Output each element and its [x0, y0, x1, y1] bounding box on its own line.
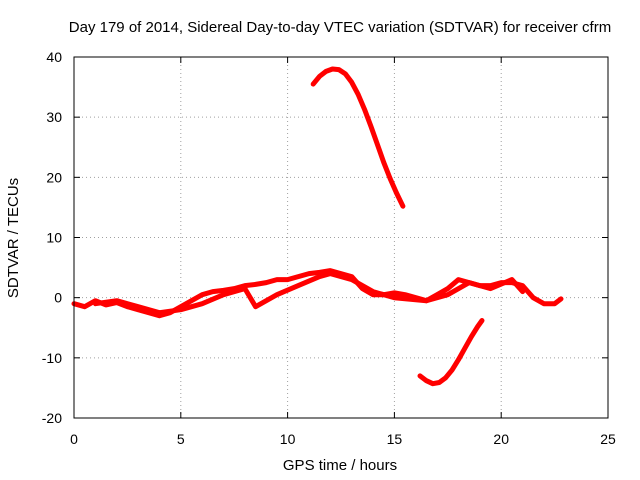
y-axis-label: SDTVAR / TECUs [5, 178, 22, 298]
grid [74, 57, 608, 418]
y-tick-label: 10 [46, 230, 62, 246]
y-tick-label: -20 [42, 410, 62, 426]
axis-ticks: 0 5 10 15 20 25 -20 -10 0 10 20 30 40 [42, 49, 616, 447]
y-tick-label: 40 [46, 49, 62, 65]
x-tick-label: 0 [70, 431, 78, 447]
chart-title: Day 179 of 2014, Sidereal Day-to-day VTE… [69, 19, 611, 36]
series-line-lower-arc [417, 318, 485, 387]
x-tick-label: 25 [600, 431, 616, 447]
y-tick-label: 30 [46, 109, 62, 125]
series-line-upper-arc [310, 66, 406, 209]
x-tick-label: 10 [280, 431, 296, 447]
x-tick-label: 5 [177, 431, 185, 447]
y-tick-label: -10 [42, 350, 62, 366]
x-axis-label: GPS time / hours [283, 457, 397, 474]
x-tick-label: 20 [493, 431, 509, 447]
y-tick-label: 20 [46, 169, 62, 185]
y-tick-label: 0 [54, 290, 62, 306]
series-line-secondary-band [92, 271, 526, 316]
x-tick-label: 15 [387, 431, 403, 447]
data-series [71, 66, 564, 387]
